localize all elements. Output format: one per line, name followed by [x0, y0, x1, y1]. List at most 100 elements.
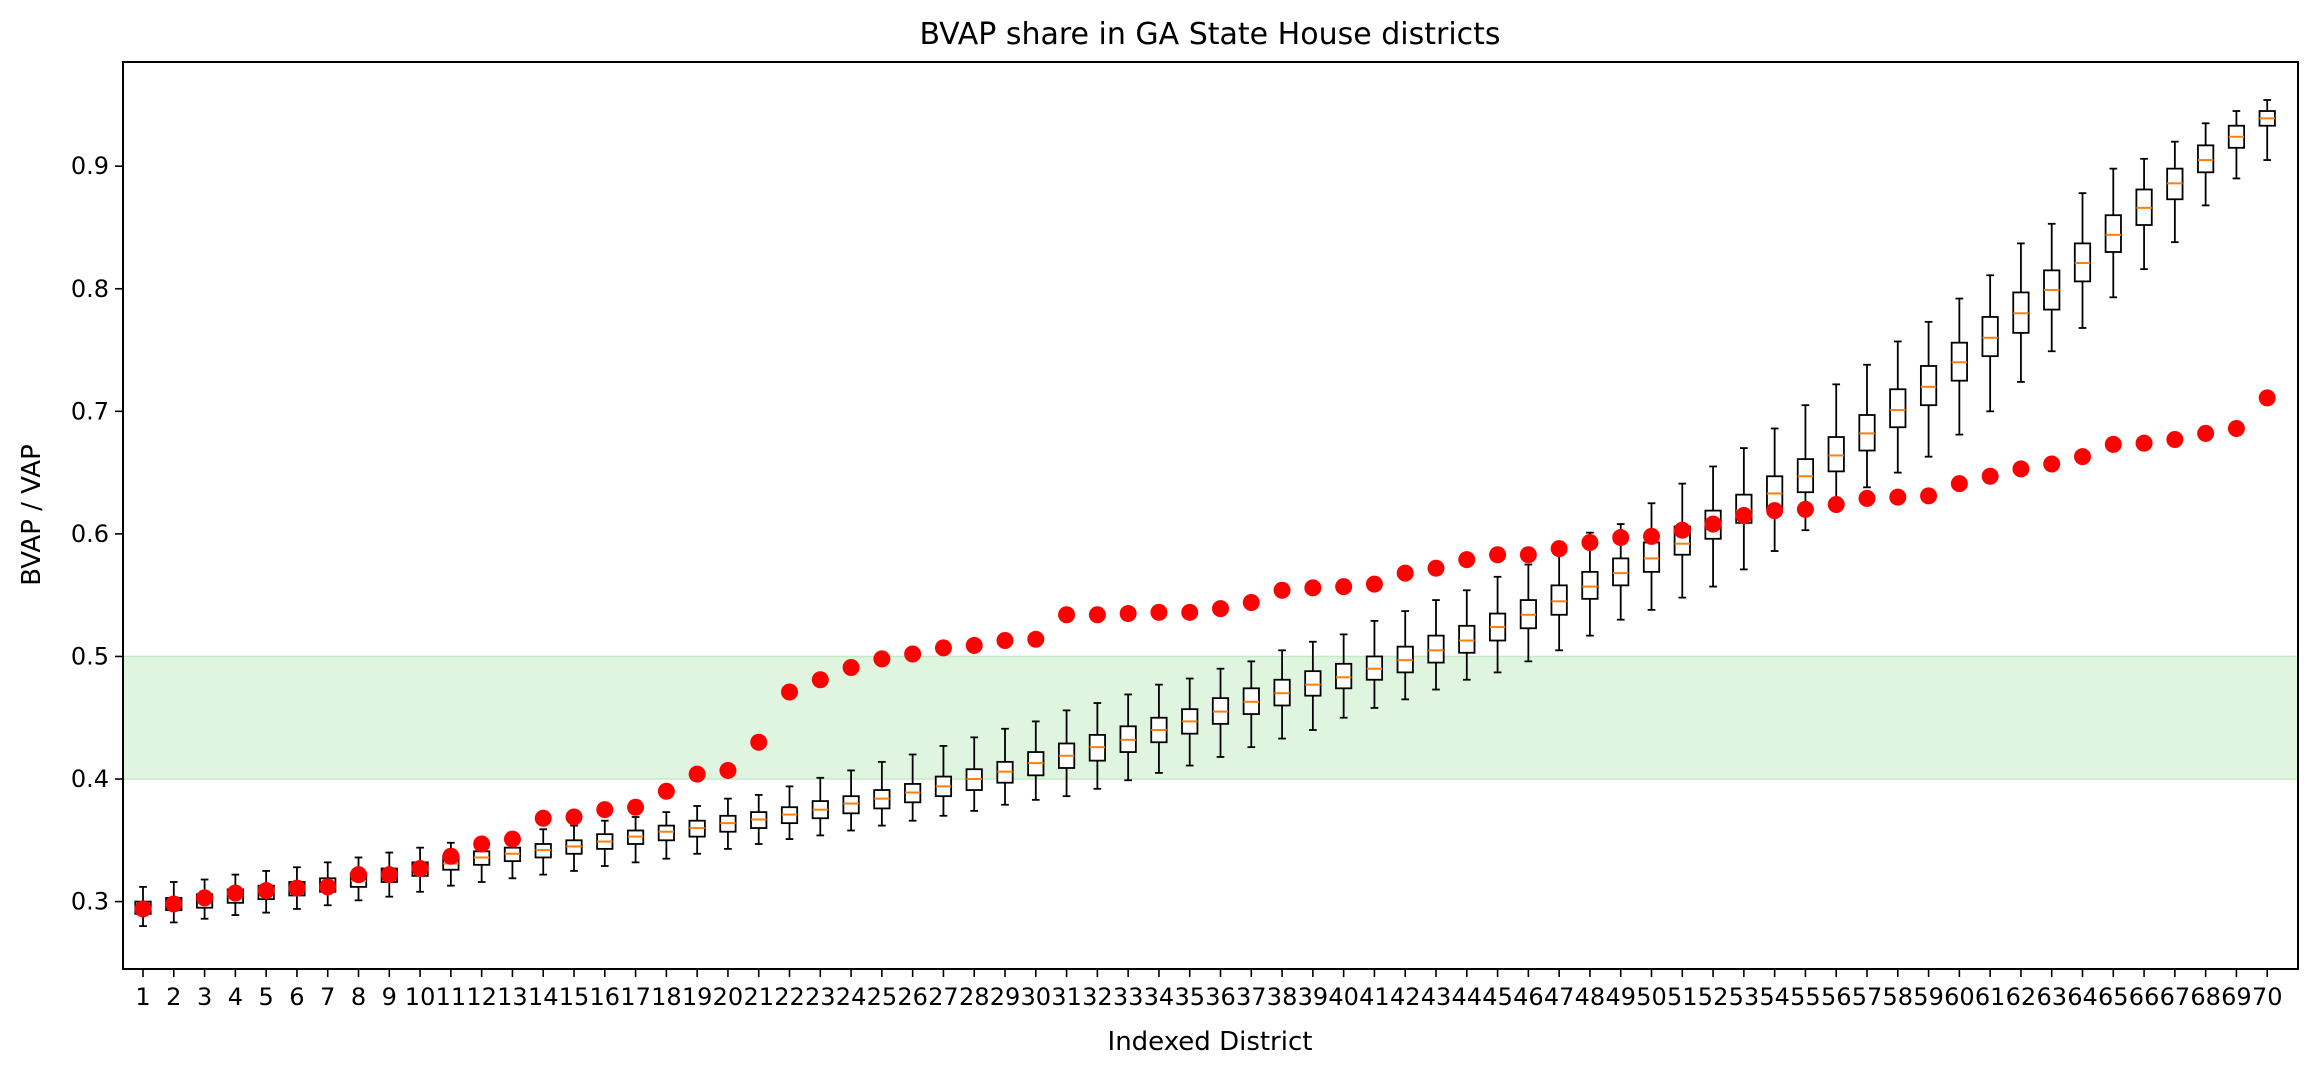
x-tick-label: 60 — [1944, 983, 1975, 1011]
x-tick-label: 69 — [2221, 983, 2252, 1011]
district-point — [411, 859, 429, 877]
x-tick-label: 22 — [774, 983, 805, 1011]
boxplot — [534, 828, 552, 876]
box — [1581, 570, 1599, 600]
x-axis-label: Indexed District — [1108, 1027, 1313, 1057]
x-tick-label: 55 — [1790, 983, 1821, 1011]
x-tick-label: 10 — [405, 983, 436, 1011]
x-tick-label: 40 — [1328, 983, 1359, 1011]
x-tick-label: 20 — [713, 983, 744, 1011]
x-tick-label: 11 — [436, 983, 467, 1011]
boxplot — [2104, 167, 2122, 299]
y-tick-label: 0.7 — [71, 397, 109, 425]
district-point — [1058, 606, 1076, 624]
district-point — [1950, 475, 1968, 493]
district-point — [1396, 564, 1414, 582]
y-axis-label: BVAP / VAP — [17, 444, 47, 586]
x-tick-label: 44 — [1452, 983, 1483, 1011]
y-tick-label: 0.4 — [71, 765, 109, 793]
district-point — [534, 809, 552, 827]
x-tick-label: 7 — [320, 983, 335, 1011]
box — [1335, 662, 1353, 690]
district-point — [1150, 603, 1168, 621]
box — [1642, 541, 1661, 573]
boxplot — [1458, 589, 1476, 681]
district-point — [257, 882, 275, 900]
box — [1550, 584, 1568, 616]
x-tick-label: 17 — [620, 983, 651, 1011]
boxplot — [2073, 192, 2092, 329]
boxplot — [1242, 660, 1260, 749]
district-point — [596, 801, 614, 819]
x-tick-label: 21 — [743, 983, 774, 1011]
boxplot — [1858, 363, 1876, 489]
district-point — [2166, 431, 2184, 449]
district-point — [811, 671, 829, 689]
points-group — [134, 389, 2276, 918]
x-tick-label: 9 — [382, 983, 397, 1011]
x-tick-label: 31 — [1051, 983, 1082, 1011]
district-point — [350, 866, 368, 884]
x-tick-label: 26 — [897, 983, 928, 1011]
district-point — [1643, 527, 1661, 545]
x-tick-label: 39 — [1298, 983, 1329, 1011]
x-tick-label: 19 — [682, 983, 713, 1011]
boxplot — [1488, 575, 1507, 674]
x-tick-label: 64 — [2067, 983, 2098, 1011]
district-point — [1981, 467, 1999, 485]
boxplot — [1057, 709, 1076, 798]
district-point — [1458, 551, 1476, 569]
boxplot — [2227, 110, 2246, 180]
boxplot — [1919, 320, 1938, 458]
x-tick-label: 52 — [1698, 983, 1729, 1011]
district-point — [1273, 581, 1291, 599]
boxplot — [1273, 649, 1291, 740]
x-tick-label: 70 — [2252, 983, 2283, 1011]
x-axis: 1 2 3 4 5 6 7 8 9 10 11 12 13 14 15 16 17 18 19 20 21 22 23 24 2… — [135, 969, 2282, 1011]
x-tick-label: 12 — [466, 983, 497, 1011]
district-point — [473, 835, 491, 853]
x-tick-label: 35 — [1174, 983, 1205, 1011]
district-point — [657, 782, 675, 800]
x-tick-label: 49 — [1605, 983, 1636, 1011]
boxplot — [1304, 640, 1322, 731]
boxplot — [657, 811, 675, 860]
district-point — [965, 636, 983, 654]
x-tick-label: 30 — [1021, 983, 1052, 1011]
district-point — [1304, 579, 1322, 597]
x-tick-label: 28 — [959, 983, 990, 1011]
district-point — [1581, 533, 1599, 551]
boxplot — [688, 805, 706, 855]
district-point — [2135, 434, 2153, 452]
x-tick-label: 50 — [1636, 983, 1667, 1011]
box — [1612, 557, 1630, 587]
district-point — [196, 889, 214, 907]
x-tick-label: 65 — [2098, 983, 2129, 1011]
x-tick-label: 43 — [1421, 983, 1452, 1011]
district-point — [1427, 559, 1445, 577]
x-tick-label: 36 — [1205, 983, 1236, 1011]
boxplot — [750, 794, 768, 845]
district-point — [873, 650, 891, 668]
x-tick-label: 34 — [1144, 983, 1175, 1011]
x-tick-label: 58 — [1883, 983, 1914, 1011]
box — [2197, 144, 2215, 174]
x-tick-label: 51 — [1667, 983, 1698, 1011]
boxplot — [1981, 274, 1999, 413]
district-point — [442, 847, 460, 865]
boxplot — [934, 745, 953, 817]
boxplot — [2043, 222, 2061, 353]
x-tick-label: 4 — [228, 983, 243, 1011]
boxplot — [1950, 297, 1968, 436]
x-tick-label: 63 — [2036, 983, 2067, 1011]
x-tick-label: 5 — [259, 983, 274, 1011]
x-tick-label: 16 — [590, 983, 621, 1011]
boxplot — [811, 776, 829, 837]
x-tick-label: 47 — [1544, 983, 1575, 1011]
x-tick-label: 14 — [528, 983, 559, 1011]
plot-frame — [122, 61, 2299, 970]
district-point — [627, 798, 645, 816]
district-point — [1766, 502, 1784, 520]
boxplot — [904, 753, 922, 822]
